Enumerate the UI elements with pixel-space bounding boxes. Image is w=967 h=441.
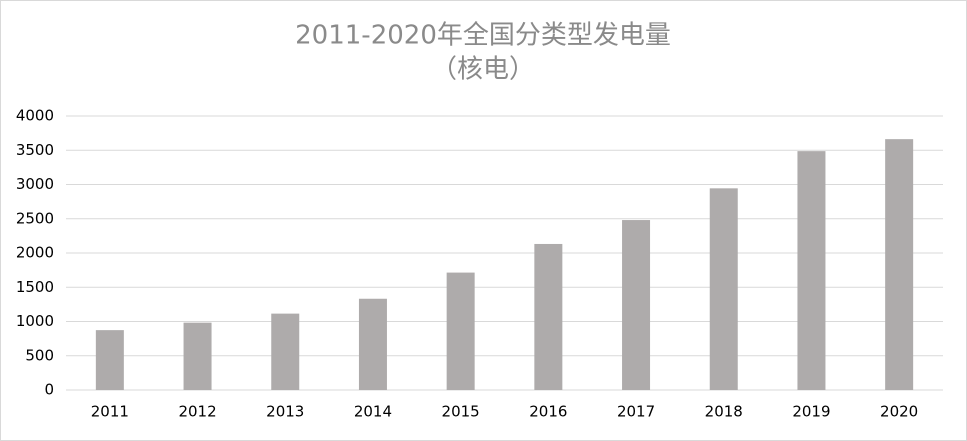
bar	[709, 188, 738, 390]
y-tick-label: 1000	[16, 312, 54, 330]
x-tick-label: 2014	[354, 403, 392, 421]
bar	[534, 243, 563, 390]
x-tick-label: 2017	[617, 403, 655, 421]
x-tick-label: 2012	[178, 403, 216, 421]
bar	[885, 139, 914, 390]
chart-subtitle: （核电）	[431, 55, 535, 85]
y-tick-label: 3000	[16, 175, 54, 193]
y-tick-label: 2000	[16, 244, 54, 262]
bar	[446, 272, 475, 390]
y-tick-label: 1500	[16, 278, 54, 296]
x-tick-label: 2019	[792, 403, 830, 421]
x-tick-label: 2016	[529, 403, 567, 421]
y-tick-label: 3500	[16, 141, 54, 159]
bar	[358, 298, 387, 390]
x-tick-label: 2013	[266, 403, 304, 421]
bar	[183, 322, 212, 390]
chart-title: 2011-2020年全国分类型发电量	[295, 21, 671, 51]
x-tick-label: 2020	[880, 403, 918, 421]
bar	[797, 151, 826, 390]
y-tick-label: 4000	[16, 107, 54, 125]
x-tick-label: 2011	[91, 403, 129, 421]
x-tick-label: 2015	[442, 403, 480, 421]
bar	[95, 330, 124, 390]
bar	[271, 313, 300, 390]
x-tick-label: 2018	[705, 403, 743, 421]
bar	[622, 220, 651, 390]
y-tick-label: 2500	[16, 209, 54, 227]
y-tick-label: 0	[44, 381, 54, 399]
y-tick-label: 500	[25, 346, 54, 364]
